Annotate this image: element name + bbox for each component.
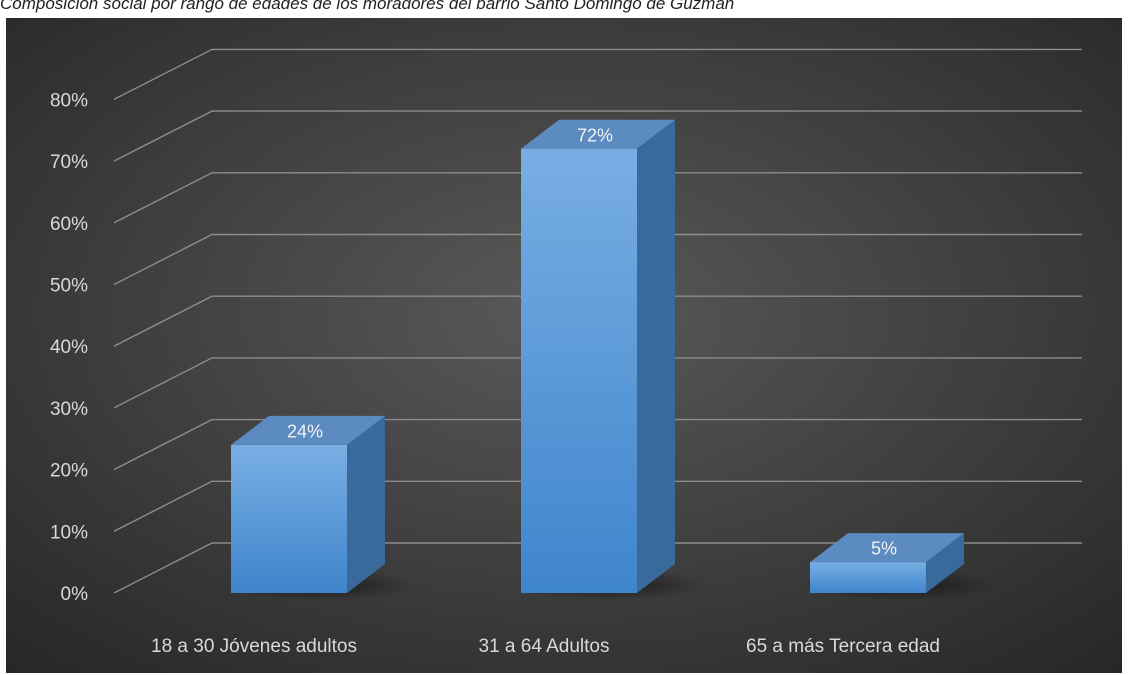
y-tick-label: 70% <box>50 152 88 173</box>
bar-chart: 0% 10% 20% 30% 40% 50% 60% 70% 80% 24% 72% 5% 18 a… <box>6 18 1122 673</box>
gridline <box>113 542 1082 594</box>
data-label: 72% <box>577 125 613 145</box>
chart-frame: 0% 10% 20% 30% 40% 50% 60% 70% 80% 24% 72% 5% 18 a… <box>6 18 1122 673</box>
bar <box>231 444 347 593</box>
bar-side <box>637 119 675 593</box>
y-tick-label: 40% <box>50 337 88 358</box>
data-label: 5% <box>871 539 897 559</box>
y-tick-label: 80% <box>50 90 88 111</box>
y-axis: 0% 10% 20% 30% 40% 50% 60% 70% 80% <box>50 90 88 605</box>
gridline <box>113 418 1082 471</box>
y-tick-label: 30% <box>50 399 88 420</box>
bar-top <box>231 415 385 445</box>
gridline <box>113 357 1082 409</box>
data-label: 24% <box>287 421 323 441</box>
y-tick-label: 10% <box>50 522 88 543</box>
y-tick-label: 20% <box>50 461 88 482</box>
bar <box>521 148 637 593</box>
x-tick-label: 65 a más Tercera edad <box>746 636 940 657</box>
bar-side <box>926 533 964 593</box>
gridline <box>113 295 1082 347</box>
gridline <box>113 172 1082 224</box>
y-tick-label: 60% <box>50 214 88 235</box>
gridlines <box>113 48 1082 594</box>
gridline <box>113 48 1082 101</box>
bar-top <box>810 533 964 563</box>
bars: 24% 72% 5% <box>221 119 996 601</box>
x-tick-label: 18 a 30 Jóvenes adultos <box>151 636 357 657</box>
chart-caption: Composición social por rango de edades d… <box>0 0 735 13</box>
gridline <box>113 480 1082 532</box>
bar-side <box>347 415 385 593</box>
x-axis: 18 a 30 Jóvenes adultos 31 a 64 Adultos 65… <box>151 636 940 657</box>
x-tick-label: 31 a 64 Adultos <box>479 636 610 657</box>
gridline <box>113 110 1082 162</box>
y-tick-label: 0% <box>61 584 89 605</box>
y-tick-label: 50% <box>50 276 88 297</box>
gridline <box>113 233 1082 286</box>
bar <box>810 562 926 593</box>
bar-top <box>521 119 675 149</box>
